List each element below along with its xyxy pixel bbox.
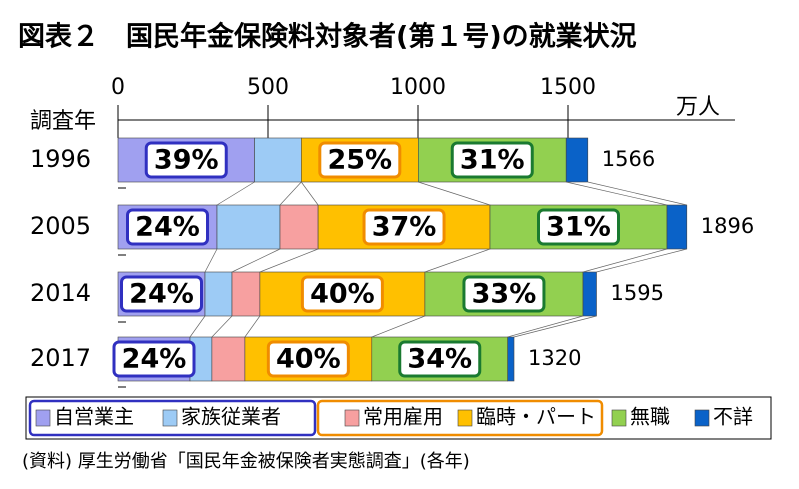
bar-segment — [507, 336, 515, 382]
connector — [279, 181, 302, 206]
value-label: 24% — [129, 279, 194, 310]
connector — [189, 315, 206, 338]
x-tick-label: 1000 — [390, 75, 446, 100]
connector — [418, 181, 491, 206]
connector — [204, 248, 218, 273]
label-box — [120, 275, 203, 313]
value-label: 24% — [122, 344, 187, 375]
bar-segment — [254, 137, 302, 183]
legend-swatch — [611, 409, 627, 427]
connector — [259, 248, 319, 273]
value-label: 40% — [276, 344, 341, 375]
value-label: 31% — [460, 145, 525, 176]
legend-label: 臨時・パート — [476, 405, 596, 429]
bar-segment — [211, 336, 246, 382]
legend-label: 常用雇用 — [363, 405, 443, 429]
label-box — [318, 141, 402, 179]
connector — [244, 315, 261, 338]
x-axis-label: 万人 — [676, 95, 720, 120]
label-box — [462, 275, 546, 313]
connector — [216, 181, 255, 206]
x-tick-label: 500 — [247, 75, 289, 100]
legend-swatch — [35, 409, 51, 427]
value-label: 39% — [154, 145, 219, 176]
connector — [582, 248, 668, 273]
label-box — [450, 141, 534, 179]
value-label: 34% — [407, 344, 472, 375]
y-tick-label: 2014 — [30, 279, 91, 307]
legend-swatch — [457, 409, 473, 427]
label-box — [537, 208, 620, 246]
x-tick-label: 0 — [111, 75, 125, 100]
label-box — [144, 141, 228, 179]
legend-group — [316, 399, 604, 437]
legend-label: 家族従業者 — [181, 405, 281, 429]
y-tick-label: 1996 — [30, 145, 91, 173]
connector — [301, 181, 319, 206]
label-box — [266, 340, 350, 378]
bar-segment — [231, 271, 261, 317]
connector — [371, 315, 426, 338]
value-label: 33% — [472, 279, 537, 310]
y-axis-label: 調査年 — [30, 109, 96, 134]
value-label: 25% — [327, 145, 392, 176]
value-label: 40% — [310, 279, 375, 310]
legend-frame — [25, 396, 772, 440]
legend-swatch — [162, 409, 178, 427]
label-box — [362, 208, 446, 246]
x-tick-label: 1500 — [540, 75, 596, 100]
total-label: 1320 — [528, 346, 581, 370]
connector — [231, 248, 281, 273]
label-box — [300, 275, 384, 313]
legend-label: 自営業主 — [54, 405, 134, 429]
value-label: 31% — [546, 212, 611, 243]
label-box — [398, 340, 482, 378]
value-label: 24% — [135, 212, 200, 243]
bar-segment — [666, 204, 688, 250]
total-label: 1566 — [602, 147, 655, 171]
bar-segment — [216, 204, 281, 250]
label-box — [112, 340, 196, 378]
connector — [596, 248, 687, 273]
connector — [513, 315, 597, 338]
total-label: 1595 — [611, 281, 664, 305]
y-tick-label: 2005 — [30, 212, 91, 240]
chart-title: 図表２ 国民年金保険料対象者(第１号)の就業状況 — [18, 21, 637, 53]
bar-segment — [582, 271, 597, 317]
legend-swatch — [694, 409, 710, 427]
bar-segment — [565, 137, 589, 183]
connector — [587, 181, 687, 206]
legend-swatch — [344, 409, 360, 427]
legend-group — [28, 399, 317, 437]
connector — [424, 248, 491, 273]
source-note: (資料) 厚生労働省「国民年金被保険者実態調査」(各年) — [22, 451, 470, 472]
connector — [507, 315, 584, 338]
value-label: 37% — [372, 212, 437, 243]
label-box — [126, 208, 209, 246]
connector — [211, 315, 233, 338]
total-label: 1896 — [701, 214, 754, 238]
bar-segment — [204, 271, 233, 317]
y-tick-label: 2017 — [30, 344, 91, 372]
legend-label: 不詳 — [713, 405, 753, 429]
connector — [566, 181, 668, 206]
legend-label: 無職 — [630, 405, 670, 429]
bar-segment — [279, 204, 319, 250]
